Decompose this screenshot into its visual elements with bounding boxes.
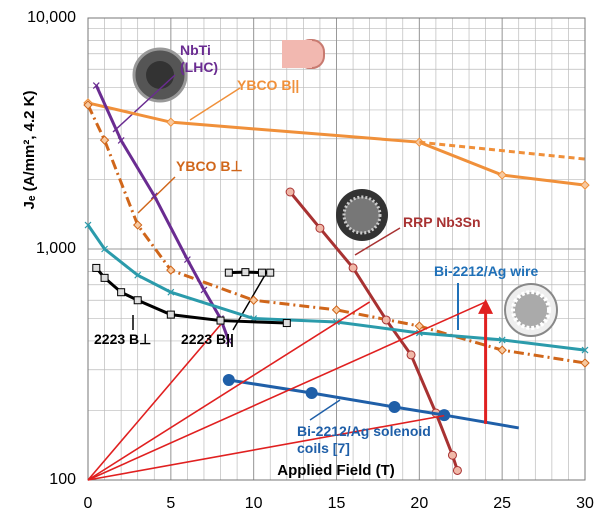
marker xyxy=(132,220,143,230)
x-tick-label: 5 xyxy=(166,495,175,512)
nb3sn-icon-core xyxy=(342,195,382,235)
pointer xyxy=(309,399,341,421)
marker xyxy=(414,321,425,331)
marker xyxy=(99,135,110,145)
ybco-icon-body xyxy=(282,40,312,68)
x-axis-label: Applied Field (T) xyxy=(277,462,395,479)
series-line xyxy=(288,191,459,471)
series-label: 2223 B⊥ xyxy=(94,331,152,347)
marker xyxy=(166,265,176,275)
marker xyxy=(92,263,101,272)
marker xyxy=(101,245,108,253)
series-label: Bi-2212/Ag solenoid coils [7] xyxy=(297,423,431,456)
marker xyxy=(305,387,318,400)
marker xyxy=(183,256,191,263)
marker xyxy=(388,401,401,414)
marker xyxy=(266,268,275,277)
x-tick-label: 0 xyxy=(84,495,93,512)
marker xyxy=(117,137,125,144)
marker xyxy=(92,82,100,89)
series-line xyxy=(87,301,486,481)
marker xyxy=(581,346,589,354)
marker xyxy=(166,117,176,127)
marker xyxy=(414,137,425,147)
marker xyxy=(248,295,259,305)
series-line xyxy=(87,301,371,481)
y-tick-label: 10,000 xyxy=(27,9,76,26)
marker xyxy=(497,345,507,355)
x-tick-label: 15 xyxy=(328,495,346,512)
series-line xyxy=(228,270,271,275)
pointer xyxy=(354,227,401,256)
series-label: RRP Nb3Sn xyxy=(403,214,481,230)
marker xyxy=(315,223,325,233)
bi2212-icon-core xyxy=(511,290,551,330)
marker xyxy=(257,268,266,277)
x-tick-label: 20 xyxy=(410,495,428,512)
series-line xyxy=(228,378,445,417)
plot-frame xyxy=(87,17,586,481)
marker xyxy=(381,315,391,325)
marker xyxy=(150,192,158,200)
marker xyxy=(497,170,507,180)
marker xyxy=(580,180,590,190)
marker xyxy=(285,187,295,197)
series-line xyxy=(87,324,222,481)
nbti-icon-core xyxy=(146,61,174,89)
marker xyxy=(100,273,109,282)
x-tick-label: 25 xyxy=(493,495,511,512)
series-line xyxy=(419,140,586,161)
y-tick-label: 100 xyxy=(49,471,76,488)
marker xyxy=(406,350,416,360)
series-label: YBCO B|| xyxy=(237,77,300,93)
marker xyxy=(117,288,126,297)
marker xyxy=(498,336,506,344)
marker xyxy=(224,268,233,277)
marker xyxy=(447,450,457,460)
marker xyxy=(222,373,235,386)
marker xyxy=(216,316,225,325)
series-label: 2223 B|| xyxy=(181,331,234,347)
x-tick-label: 10 xyxy=(245,495,263,512)
series-label: Bi-2212/Ag wire xyxy=(434,263,539,279)
series-label: YBCO B⊥ xyxy=(176,158,243,174)
marker xyxy=(348,263,358,273)
pointer xyxy=(137,176,176,214)
series-line xyxy=(87,414,445,481)
marker xyxy=(331,305,342,315)
y-axis-label: Jₑ (A/mm², 4.2 K) xyxy=(21,90,38,209)
marker xyxy=(167,288,175,296)
marker xyxy=(580,358,590,368)
marker xyxy=(133,296,142,305)
series-label: NbTi (LHC) xyxy=(180,42,219,75)
marker xyxy=(452,465,462,475)
marker xyxy=(84,221,92,229)
pointer xyxy=(189,87,241,121)
marker xyxy=(134,271,142,279)
marker xyxy=(282,319,291,328)
y-tick-label: 1,000 xyxy=(36,240,76,257)
marker xyxy=(83,100,93,110)
marker xyxy=(200,286,208,294)
marker xyxy=(241,268,250,277)
marker xyxy=(166,310,175,319)
x-tick-label: 30 xyxy=(576,495,594,512)
pointer xyxy=(112,74,176,133)
marker xyxy=(225,337,233,345)
series-line xyxy=(443,413,519,430)
